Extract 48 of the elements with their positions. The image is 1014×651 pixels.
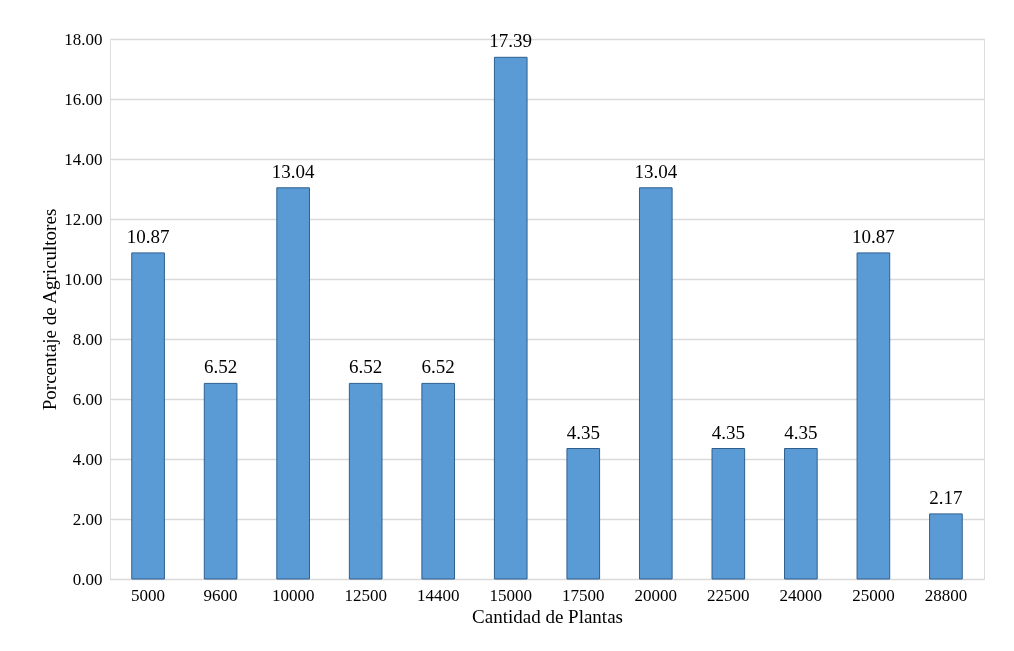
x-tick-label: 5000: [131, 585, 166, 605]
x-tick-label: 17500: [562, 585, 605, 605]
bar: [856, 252, 891, 580]
data-label: 4.35: [566, 421, 600, 443]
data-label: 13.04: [634, 160, 678, 182]
y-tick-label: 16.00: [64, 89, 103, 109]
x-tick-label: 9600: [203, 585, 238, 605]
data-label: 6.52: [349, 356, 383, 378]
y-tick-label: 14.00: [64, 149, 103, 169]
bar: [784, 448, 818, 580]
bar: [131, 252, 165, 580]
data-label: 4.35: [784, 421, 818, 443]
data-label: 10.87: [126, 225, 170, 247]
data-label: 6.52: [421, 356, 455, 378]
y-tick-label: 6.00: [72, 389, 103, 409]
bar: [493, 56, 528, 580]
data-label: 17.39: [489, 30, 533, 52]
y-tick-label: 18.00: [64, 29, 103, 49]
y-tick-label: 8.00: [72, 329, 103, 349]
data-label: 10.87: [852, 225, 895, 247]
y-tick-label: 10.00: [64, 269, 103, 289]
bar: [276, 187, 310, 580]
x-tick-label: 10000: [271, 585, 315, 605]
bar: [348, 382, 383, 580]
y-tick-label: 4.00: [72, 449, 103, 469]
x-tick-label: 28800: [924, 585, 968, 605]
data-label: 4.35: [711, 421, 745, 443]
x-tick-label: 24000: [779, 585, 823, 605]
bar: [566, 448, 601, 580]
x-tick-label: 22500: [707, 585, 750, 605]
x-tick-label: 14400: [416, 585, 460, 605]
bar: [421, 382, 456, 580]
y-axis-title: Porcentaje de Agricultores: [39, 208, 61, 411]
bar: [203, 382, 238, 580]
bar: [929, 513, 963, 580]
x-tick-label: 15000: [489, 585, 532, 605]
bar: [711, 448, 746, 580]
x-axis-title: Cantidad de Plantas: [472, 605, 623, 627]
x-tick-label: 12500: [344, 585, 387, 605]
data-label: 13.04: [271, 160, 316, 182]
y-tick-label: 2.00: [72, 509, 103, 529]
data-label: 6.52: [203, 356, 238, 378]
y-tick-label: 12.00: [64, 209, 103, 229]
x-tick-label: 20000: [634, 585, 678, 605]
data-label: 2.17: [929, 486, 963, 508]
x-tick-label: 25000: [852, 585, 895, 605]
y-tick-label: 0.00: [72, 569, 103, 589]
bar: [638, 187, 673, 580]
